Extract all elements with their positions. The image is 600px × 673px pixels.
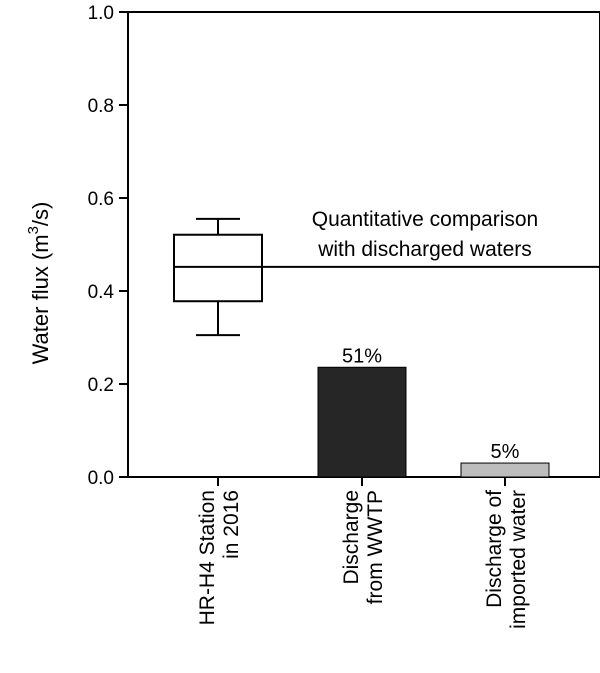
category-labels: HR-H4 Station in 2016 Discharge from WWTP Di… (196, 490, 530, 629)
category-label-line2: in 2016 (220, 490, 243, 559)
y-tick-label: 1.0 (88, 3, 114, 24)
x-ticks (217, 477, 506, 486)
y-tick-label: 0.4 (88, 282, 115, 303)
bar-percent-label: 51% (342, 345, 382, 367)
y-axis-title: Water flux (m3/s) (25, 202, 53, 365)
y-tick-label: 0.8 (88, 96, 114, 117)
y-axis-title-tail: /s) (28, 202, 53, 226)
category-label-line1: HR-H4 Station (196, 490, 219, 625)
category-label-line2: imported water (507, 490, 530, 629)
boxplot-group (173, 217, 263, 337)
y-tick-label: 0.6 (88, 189, 114, 210)
category-label-line1: Discharge of (483, 490, 506, 608)
bars-group: 51% 5% (317, 345, 550, 478)
y-tick-label: 0.0 (88, 468, 114, 489)
y-axis-title-main: Water flux (m (28, 234, 53, 364)
box-iqr (173, 233, 263, 303)
y-tick-label: 0.2 (88, 375, 114, 396)
reference-label-line1: Quantitative comparison (312, 208, 538, 231)
reference-line-group: Quantitative comparison with discharged w… (263, 208, 600, 268)
bar-percent-label: 5% (491, 441, 520, 463)
y-axis-title-sup: 3 (25, 226, 42, 234)
reference-label-line2: with discharged waters (317, 238, 532, 261)
category-label-line1: Discharge (340, 490, 363, 585)
bar (460, 462, 550, 478)
bar (317, 366, 407, 478)
category-label-line2: from WWTP (364, 490, 387, 604)
y-ticks: 0.0 0.2 0.4 0.6 0.8 1.0 (88, 3, 128, 489)
